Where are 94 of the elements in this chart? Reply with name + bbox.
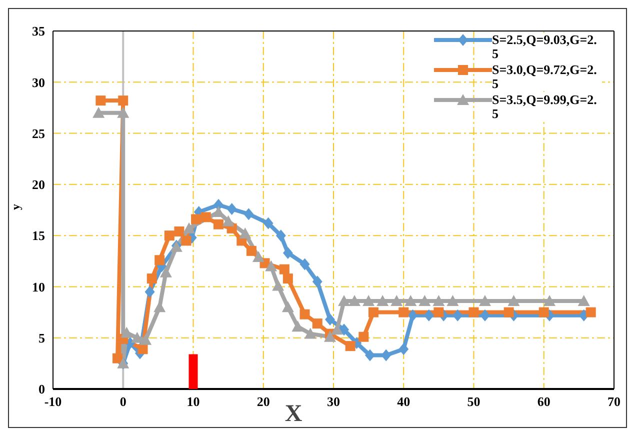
point (468, 307, 479, 318)
point (478, 295, 491, 306)
point (138, 344, 148, 354)
point (480, 309, 490, 322)
point (446, 295, 459, 306)
point (408, 309, 418, 322)
y-tick-label: 15 (32, 228, 46, 244)
y-tick-label: 25 (32, 126, 46, 141)
x-tick-label: 40 (397, 394, 410, 410)
y-tick-label: 35 (32, 24, 46, 39)
point (222, 215, 234, 226)
point (282, 246, 293, 259)
point (246, 246, 256, 256)
point (226, 202, 237, 215)
point (265, 260, 278, 272)
point (174, 226, 184, 236)
x-tick-label: 30 (327, 394, 340, 410)
point (300, 309, 310, 320)
point (364, 349, 375, 362)
point (338, 295, 350, 306)
point (312, 276, 322, 288)
point (191, 214, 202, 224)
point (244, 208, 254, 220)
point (404, 295, 417, 306)
point (117, 106, 130, 118)
point (358, 332, 369, 342)
legend-label: S=2.5,Q=9.03,G=2.5 (492, 32, 602, 61)
point (112, 353, 123, 364)
point (181, 236, 192, 246)
y-axis-title: y (8, 204, 22, 210)
x-tick-label: 10 (186, 394, 200, 410)
point (200, 212, 211, 222)
y-tick-label: 20 (32, 177, 45, 192)
x-tick-label: 70 (608, 394, 620, 410)
point (339, 324, 350, 336)
point (398, 307, 409, 318)
point (96, 96, 106, 106)
point (154, 255, 165, 266)
point (160, 266, 172, 278)
point (434, 307, 444, 318)
point (312, 318, 322, 329)
point (282, 274, 293, 284)
point (348, 295, 361, 306)
point (345, 341, 356, 352)
y-tick-label: 10 (32, 279, 45, 294)
point (398, 343, 409, 356)
point (164, 230, 174, 241)
y-tick-label: 5 (38, 330, 46, 346)
point (276, 230, 286, 242)
point (504, 307, 514, 318)
point (263, 217, 274, 230)
point (292, 320, 304, 332)
x-tick-label: 60 (537, 394, 550, 410)
point (304, 328, 316, 339)
point (324, 330, 336, 342)
legend-label: S=3.5,Q=9.99,G=2.5 (492, 92, 602, 121)
point (543, 295, 556, 306)
point (376, 295, 389, 306)
point (144, 286, 155, 298)
point (252, 251, 264, 262)
x-axis-title: X (284, 401, 303, 427)
x-tick-label: -10 (44, 394, 62, 410)
point (300, 258, 310, 270)
y-tick-label: 30 (32, 74, 45, 90)
point (432, 295, 445, 306)
x-tick-label: 20 (256, 394, 270, 410)
point (586, 307, 596, 318)
point (118, 96, 128, 106)
point (183, 222, 196, 234)
point (381, 349, 392, 362)
point (92, 106, 105, 118)
point (272, 280, 284, 291)
point (120, 326, 133, 338)
point (331, 324, 344, 335)
point (508, 295, 520, 306)
point (324, 313, 335, 326)
point (578, 295, 590, 306)
point (452, 309, 463, 322)
point (279, 264, 290, 274)
x-tick-label: 0 (120, 394, 126, 410)
point (368, 307, 378, 318)
x-tick-label: 50 (467, 394, 480, 410)
point (213, 219, 224, 230)
point (538, 307, 549, 318)
y-tick-label: 0 (38, 382, 45, 397)
point (146, 274, 157, 284)
point (239, 228, 252, 239)
point (140, 334, 152, 345)
point (362, 295, 375, 306)
point (282, 301, 294, 312)
point (424, 309, 434, 322)
point (390, 295, 403, 306)
legend-label: S=3.0,Q=9.72,G=2.5 (492, 62, 602, 91)
point (418, 295, 431, 306)
